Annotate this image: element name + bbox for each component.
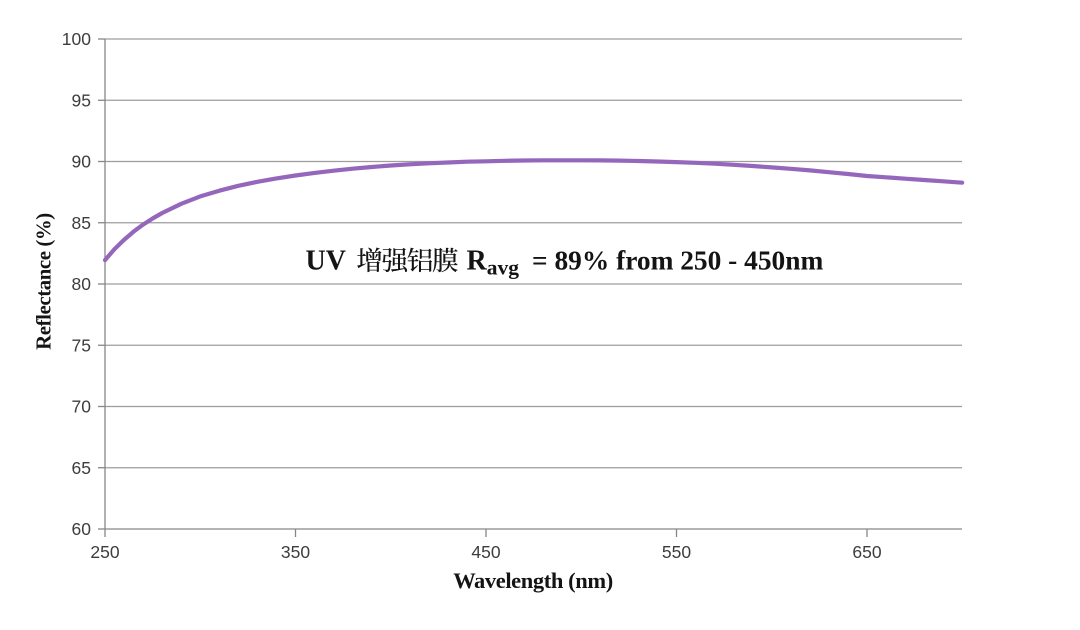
svg-text:250: 250 — [90, 542, 119, 562]
svg-text:Reflectance (%): Reflectance (%) — [33, 213, 56, 350]
svg-text:60: 60 — [72, 519, 92, 539]
svg-text:95: 95 — [72, 90, 91, 110]
svg-text:UV: UV — [306, 246, 346, 277]
svg-text:85: 85 — [72, 213, 91, 233]
svg-text:100: 100 — [62, 29, 91, 49]
svg-text:550: 550 — [662, 542, 691, 562]
svg-text:450: 450 — [471, 542, 500, 562]
svg-text:90: 90 — [72, 152, 92, 172]
svg-text:70: 70 — [72, 397, 92, 417]
svg-text:65: 65 — [72, 458, 91, 478]
svg-text:Wavelength (nm): Wavelength (nm) — [453, 568, 613, 593]
svg-text:650: 650 — [852, 542, 881, 562]
svg-text:= 89% from 250 - 450nm: = 89% from 250 - 450nm — [532, 246, 823, 276]
svg-text:350: 350 — [281, 542, 310, 562]
svg-text:80: 80 — [72, 274, 92, 294]
svg-text:75: 75 — [72, 335, 91, 355]
